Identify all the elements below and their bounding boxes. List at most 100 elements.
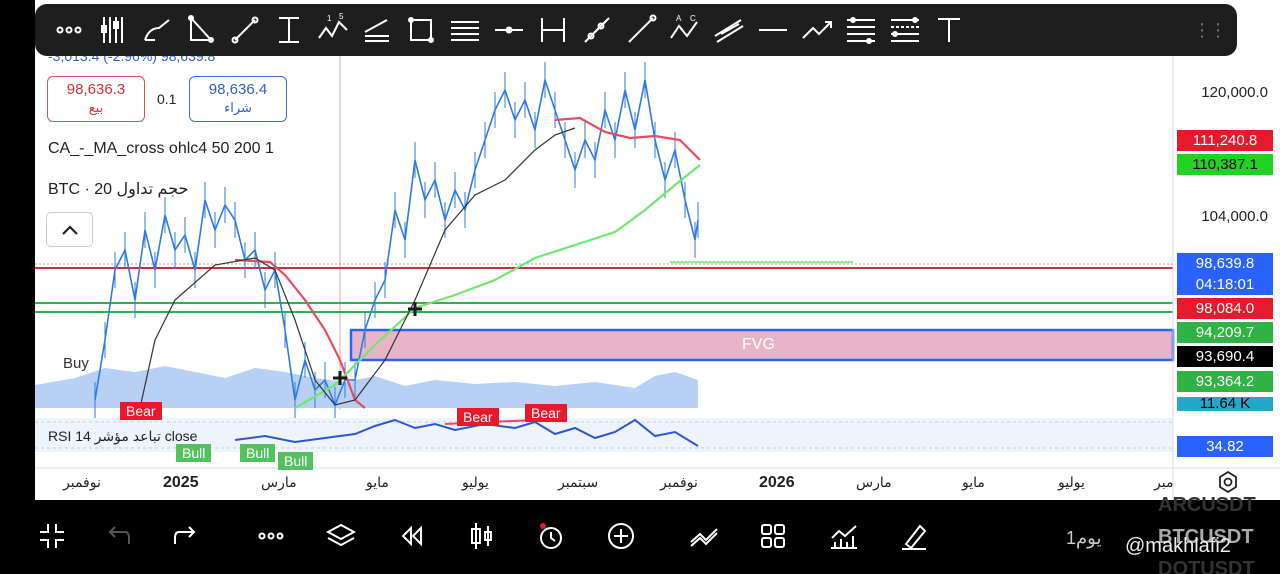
- bull-tag: Bull: [176, 444, 212, 462]
- more-icon[interactable]: [47, 8, 91, 52]
- time-axis-label: نوفمبر: [63, 474, 101, 490]
- bear-tag: Bear: [525, 404, 567, 422]
- axis-settings-icon[interactable]: [1216, 470, 1240, 494]
- time-axis-label: مايو: [366, 474, 389, 490]
- price-chart[interactable]: [35, 0, 1280, 500]
- left-edge: [0, 0, 35, 500]
- cross-marker-2: [408, 302, 422, 316]
- price-badge: 93,364.2: [1177, 371, 1273, 392]
- candles: [94, 62, 699, 423]
- svg-text:A: A: [676, 14, 682, 23]
- bull-tag: Bull: [278, 452, 314, 470]
- ma-dark-line: [139, 127, 576, 409]
- time-axis-label: يوليو: [1058, 474, 1085, 490]
- undo-icon[interactable]: [99, 518, 135, 554]
- collapse-legend-button[interactable]: [46, 212, 93, 247]
- sell-button[interactable]: 98,636.3 بيع: [47, 76, 145, 122]
- volume-area: [35, 366, 698, 408]
- arrow-icon[interactable]: [795, 8, 839, 52]
- indicators-icon[interactable]: [91, 8, 135, 52]
- horizontal-line-icon[interactable]: [751, 8, 795, 52]
- price-badge: 34.82: [1177, 436, 1273, 457]
- fib-extension-icon[interactable]: [883, 8, 927, 52]
- watermark-bottom: DOTUSDT: [1158, 558, 1255, 574]
- time-axis-label: مبر: [1154, 474, 1174, 490]
- bull-tag: Bull: [240, 444, 276, 462]
- price-axis-label: 120,000.0: [1201, 84, 1268, 101]
- draw-pen-icon[interactable]: [896, 518, 932, 554]
- ma-fast-line: [234, 258, 366, 409]
- ma-slow-line: [294, 164, 701, 409]
- replay-icon[interactable]: [393, 518, 429, 554]
- compare-icon[interactable]: [686, 518, 722, 554]
- time-axis-label: مارس: [856, 474, 892, 490]
- fvg-label: FVG: [742, 336, 775, 353]
- price-axis-label: 104,000.0: [1201, 208, 1268, 225]
- fullscreen-exit-icon[interactable]: [34, 518, 70, 554]
- sell-label: بيع: [88, 100, 104, 115]
- text-lines-icon[interactable]: [443, 8, 487, 52]
- chevron-up-icon: [61, 224, 78, 235]
- triangle-icon[interactable]: [179, 8, 223, 52]
- rsi-legend[interactable]: RSI تباعد مؤشر 14 close: [48, 428, 198, 444]
- volume-legend[interactable]: BTC · حجم تداول 20: [48, 181, 189, 198]
- rectangle-icon[interactable]: [399, 8, 443, 52]
- watermark-mid: BTCUSDT: [1158, 526, 1254, 548]
- extended-line-icon[interactable]: [619, 8, 663, 52]
- layout-grid-icon[interactable]: [755, 518, 791, 554]
- spread: 0.1: [157, 91, 177, 107]
- parallel-channel-icon[interactable]: [355, 8, 399, 52]
- bear-tag: Bear: [120, 402, 162, 420]
- price-badge: 98,084.0: [1177, 298, 1273, 319]
- ma-fast-line-2: [554, 116, 701, 161]
- bear-tag: Bear: [457, 408, 499, 426]
- author-handle: @makhlafi2: [1125, 535, 1231, 557]
- candlestick-icon[interactable]: [463, 518, 499, 554]
- svg-text:1: 1: [327, 14, 332, 23]
- toolbar-grip-icon[interactable]: ⋮⋮: [1193, 19, 1227, 40]
- pitchfork-icon[interactable]: [707, 8, 751, 52]
- alert-clock-icon[interactable]: [533, 518, 569, 554]
- watermark-top: ARCUSDT: [1158, 494, 1256, 516]
- time-axis-label: 2026: [759, 474, 795, 491]
- ray-icon[interactable]: [575, 8, 619, 52]
- price-badge: 11.64 K: [1177, 397, 1273, 411]
- chart-area[interactable]: [35, 0, 1280, 500]
- price-badge: 04:18:01: [1177, 274, 1273, 295]
- layers-icon[interactable]: [323, 518, 359, 554]
- fib-retracement-icon[interactable]: [839, 8, 883, 52]
- horizontal-ray-icon[interactable]: [487, 8, 531, 52]
- buy-button[interactable]: 98,636.4 شراء: [189, 76, 287, 122]
- timeframe-label[interactable]: 1يوم: [1066, 528, 1102, 548]
- price-badge: 111,240.8: [1177, 130, 1273, 151]
- text-icon[interactable]: [927, 8, 971, 52]
- vertical-range-icon[interactable]: [267, 8, 311, 52]
- buy-signal-label: Buy: [63, 355, 89, 372]
- price-series-line: [94, 76, 699, 408]
- time-axis-label: نوفمبر: [660, 474, 698, 490]
- redo-icon[interactable]: [169, 518, 205, 554]
- indicators-chart-icon[interactable]: [826, 518, 862, 554]
- time-axis-label: سبتمبر: [558, 474, 599, 490]
- buy-price: 98,636.4: [208, 81, 268, 98]
- bottom-toolbar: [0, 500, 1280, 574]
- price-badge: 110,387.1: [1177, 154, 1273, 175]
- price-badge: 98,639.8: [1177, 253, 1273, 274]
- date-range-icon[interactable]: [531, 8, 575, 52]
- sell-price: 98,636.3: [66, 81, 126, 98]
- cross-marker-1: [333, 371, 347, 385]
- time-axis-label: 2025: [163, 474, 199, 491]
- brush-icon[interactable]: [135, 8, 179, 52]
- trend-line-icon[interactable]: [223, 8, 267, 52]
- svg-text:5: 5: [339, 12, 344, 21]
- ma-cross-legend[interactable]: CA_-_MA_cross ohlc4 50 200 1: [48, 140, 274, 157]
- add-icon[interactable]: [603, 518, 639, 554]
- time-axis-label: مارس: [261, 474, 297, 490]
- svg-text:C: C: [690, 14, 696, 23]
- more-icon[interactable]: [253, 518, 289, 554]
- price-badge: 94,209.7: [1177, 322, 1273, 343]
